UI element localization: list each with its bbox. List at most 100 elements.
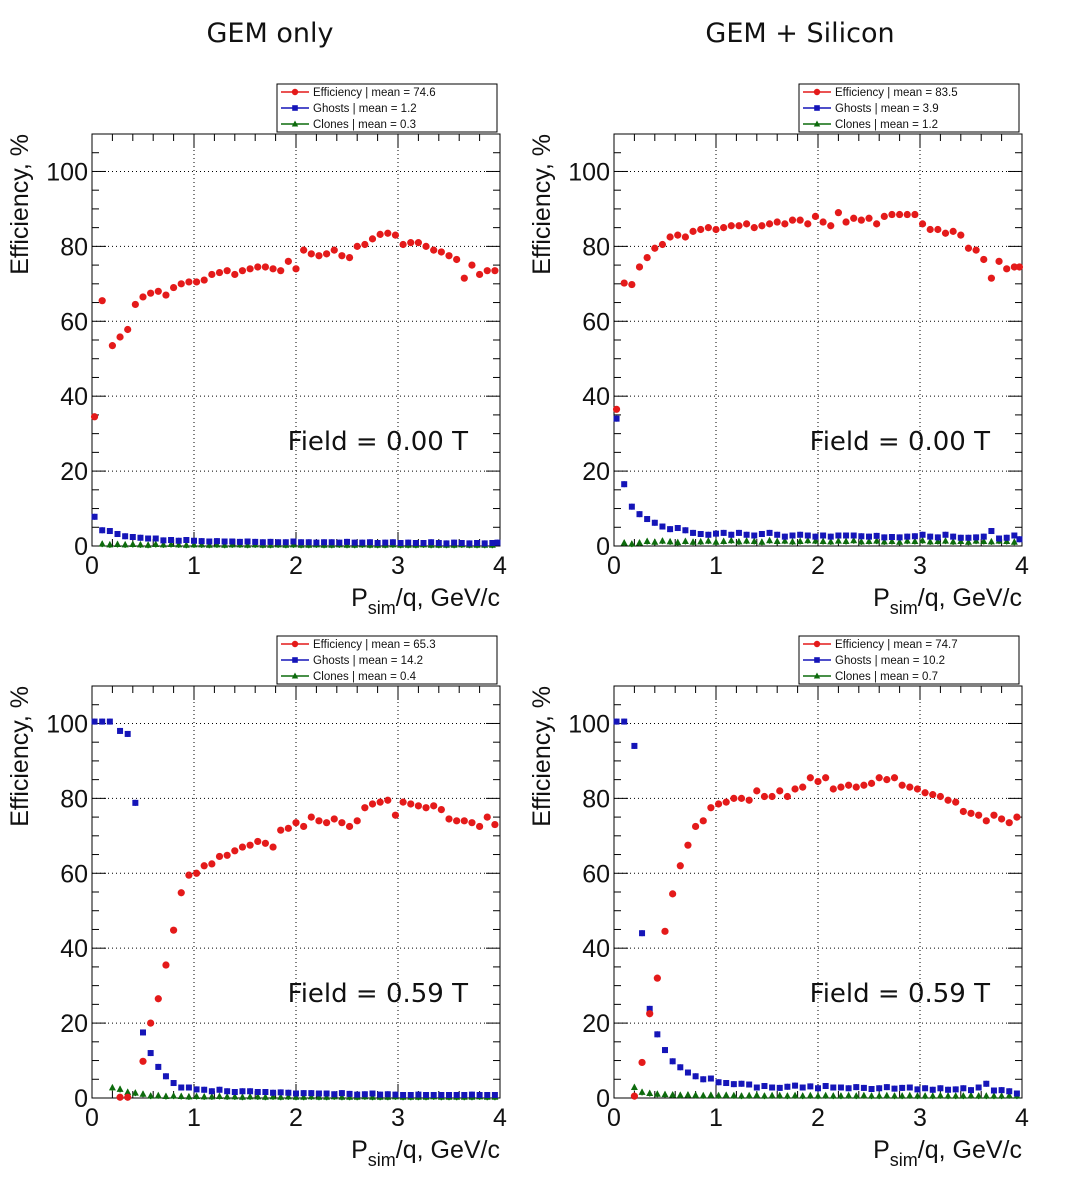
ghosts-point <box>106 718 113 725</box>
ghosts-point <box>957 534 964 541</box>
series-ghosts <box>91 718 498 1099</box>
efficiency-point <box>353 242 361 250</box>
efficiency-point <box>743 220 751 228</box>
efficiency-point <box>643 254 651 262</box>
efficiency-point <box>788 216 797 224</box>
efficiency-point <box>903 210 911 219</box>
efficiency-point <box>261 263 269 271</box>
clones-point <box>116 1085 124 1092</box>
ghosts-point <box>820 532 827 539</box>
clones-point <box>811 537 819 544</box>
ghosts-point <box>1016 536 1023 543</box>
efficiency-point <box>131 300 139 309</box>
y-tick-label: 80 <box>60 233 88 261</box>
efficiency-point <box>964 244 973 252</box>
efficiency-point <box>468 261 476 269</box>
ghosts-point <box>639 930 646 937</box>
ghosts-point <box>489 540 496 547</box>
efficiency-point <box>890 774 899 782</box>
efficiency-point <box>707 804 715 812</box>
x-tick-label: 0 <box>85 1104 99 1132</box>
y-tick-label: 0 <box>596 1085 610 1113</box>
efficiency-point <box>170 926 178 934</box>
ghosts-point <box>858 533 865 540</box>
efficiency-point <box>223 267 231 275</box>
ghosts-point <box>998 1087 1005 1094</box>
clones-point <box>216 1092 223 1100</box>
x-tick-label: 3 <box>391 552 405 580</box>
clones-point <box>967 1091 975 1099</box>
efficiency-point <box>315 817 323 825</box>
column-title-gem-silicon: GEM + Silicon <box>705 18 895 49</box>
data-marks <box>612 209 1024 548</box>
ghosts-point <box>945 1086 952 1093</box>
ghosts-point <box>384 1091 391 1098</box>
clones-point <box>789 537 796 545</box>
column-title-gem-only: GEM only <box>206 18 334 49</box>
clones-point <box>129 540 137 548</box>
x-tick-label: 2 <box>289 552 303 580</box>
clones-point <box>658 537 666 544</box>
efficiency-point <box>944 796 952 804</box>
ghosts-point <box>160 537 167 544</box>
efficiency-point <box>967 809 975 817</box>
efficiency-point <box>108 342 116 350</box>
efficiency-point <box>987 274 995 282</box>
efficiency-point <box>277 826 285 834</box>
clones-point <box>921 1092 929 1099</box>
clones-point <box>185 1092 193 1100</box>
clones-point <box>873 537 881 544</box>
clones-point <box>822 1091 830 1099</box>
efficiency-point <box>684 841 692 849</box>
plot-frame <box>613 133 1023 547</box>
clones-point <box>990 1092 998 1099</box>
ghosts-point <box>392 1091 399 1098</box>
clones-point <box>121 540 129 548</box>
ghosts-point <box>827 533 834 540</box>
ghosts-point <box>753 1084 760 1091</box>
x-axis-title-main: P <box>351 1136 368 1164</box>
clones-point <box>852 1092 860 1099</box>
clones-point <box>193 1092 201 1100</box>
legend-label-clones: Clones | mean = 0.4 <box>313 671 417 683</box>
clones-point <box>630 1083 638 1091</box>
clones-point <box>720 537 728 545</box>
efficiency-point <box>414 802 422 810</box>
efficiency-point <box>361 240 369 249</box>
efficiency-point <box>238 843 247 851</box>
clones-point <box>646 1089 654 1097</box>
efficiency-point <box>407 239 415 247</box>
ghosts-point <box>896 534 903 541</box>
clones-point <box>768 1091 776 1099</box>
clones-point <box>934 537 942 545</box>
efficiency-point <box>445 815 453 823</box>
efficiency-point <box>330 815 338 823</box>
efficiency-point <box>819 218 827 226</box>
efficiency-point <box>852 783 860 791</box>
ghosts-point <box>221 538 228 545</box>
y-tick-label: 40 <box>60 935 88 963</box>
efficiency-point <box>1015 263 1024 271</box>
efficiency-point <box>261 839 269 847</box>
efficiency-point <box>674 231 682 239</box>
clones-point <box>231 1092 239 1100</box>
efficiency-point <box>934 225 942 234</box>
ghosts-point <box>290 538 297 545</box>
efficiency-point <box>483 813 491 821</box>
series-efficiency <box>90 229 499 421</box>
efficiency-point <box>929 791 937 799</box>
clones-point <box>834 537 842 544</box>
efficiency-point <box>699 817 707 825</box>
ghosts-point <box>968 1087 974 1094</box>
x-tick-label: 2 <box>811 1104 825 1132</box>
y-axis-title: Efficiency, % <box>528 134 556 275</box>
clones-point <box>837 1092 845 1099</box>
ghosts-point <box>270 1089 277 1096</box>
efficiency-point <box>185 278 193 286</box>
clones-point <box>804 536 812 544</box>
efficiency-point <box>676 862 684 870</box>
clones-point <box>154 1091 162 1099</box>
ghosts-point <box>213 538 220 545</box>
ghosts-point <box>628 503 635 510</box>
